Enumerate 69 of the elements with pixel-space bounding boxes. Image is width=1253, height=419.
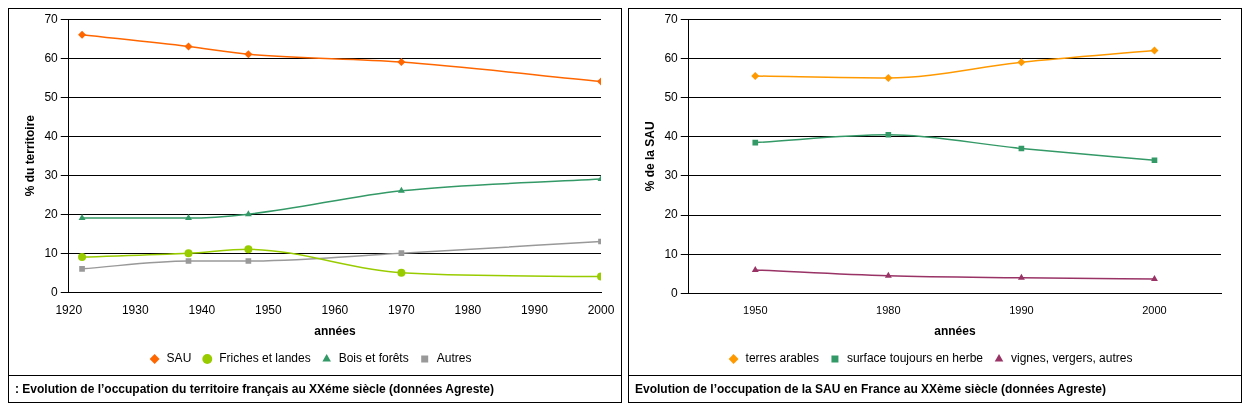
point bbox=[1150, 46, 1159, 55]
point bbox=[244, 245, 253, 254]
y-tick-label: 20 bbox=[664, 207, 679, 222]
y-tick-label: 50 bbox=[664, 89, 679, 104]
point bbox=[78, 253, 87, 262]
y-tick-label: 30 bbox=[44, 167, 59, 182]
y-tick-label: 20 bbox=[44, 206, 59, 221]
point bbox=[397, 186, 405, 193]
y-tick-label: 40 bbox=[664, 129, 679, 144]
point bbox=[1151, 157, 1158, 164]
point bbox=[185, 214, 192, 221]
legend-label: Friches et landes bbox=[219, 351, 311, 366]
x-tick-label: 1950 bbox=[743, 304, 768, 317]
point bbox=[184, 249, 193, 258]
point bbox=[884, 73, 893, 82]
point bbox=[751, 265, 759, 272]
y-tick-label: 60 bbox=[44, 50, 59, 65]
y-tick-label: 0 bbox=[51, 284, 59, 299]
legend-label: vignes, vergers, autres bbox=[1011, 351, 1133, 366]
x-tick-label: 1980 bbox=[454, 302, 482, 317]
point bbox=[1017, 58, 1026, 67]
point bbox=[78, 30, 87, 39]
point bbox=[245, 258, 252, 264]
point bbox=[78, 214, 86, 221]
y-tick-label: 30 bbox=[664, 168, 679, 183]
x-tick-label: 1990 bbox=[521, 302, 549, 317]
x-tick-label: 1970 bbox=[388, 302, 416, 317]
point bbox=[185, 258, 192, 264]
legend-label: terres arables bbox=[745, 351, 819, 366]
point bbox=[884, 271, 892, 278]
legend-label: Autres bbox=[436, 351, 472, 366]
y-tick-label: 10 bbox=[44, 245, 59, 260]
x-tick-label: 1930 bbox=[121, 302, 149, 317]
y-tick-label: 50 bbox=[44, 89, 59, 104]
y-axis-title: % du territoire bbox=[22, 114, 37, 197]
x-tick-label: 1960 bbox=[321, 302, 349, 317]
point bbox=[397, 268, 406, 277]
x-axis-title: années bbox=[314, 324, 356, 339]
point bbox=[1151, 274, 1158, 281]
point bbox=[184, 42, 193, 51]
y-tick-label: 60 bbox=[664, 50, 679, 65]
point bbox=[244, 210, 252, 217]
x-tick-label: 2000 bbox=[1142, 304, 1167, 317]
point bbox=[244, 50, 253, 59]
x-tick-label: 1920 bbox=[55, 302, 83, 317]
point bbox=[1017, 273, 1025, 280]
y-tick-label: 70 bbox=[664, 11, 679, 26]
point bbox=[885, 131, 892, 138]
y-tick-label: 10 bbox=[664, 246, 679, 261]
text: : Evolution de l’occupation du territoire français au XXéme siècle (données Agreste) bbox=[9, 375, 621, 402]
point bbox=[79, 265, 85, 272]
point bbox=[397, 58, 406, 67]
x-tick-label: 1950 bbox=[254, 302, 283, 317]
legend-label: SAU bbox=[166, 351, 192, 366]
point bbox=[751, 72, 760, 80]
text: Evolution de l’occupation de la SAU en France au XXème siècle (données Agreste) bbox=[629, 375, 1241, 402]
y-tick-label: 40 bbox=[44, 128, 59, 143]
x-tick-label: 1990 bbox=[1009, 304, 1034, 317]
legend-label: Bois et forêts bbox=[338, 351, 409, 366]
point bbox=[398, 250, 405, 257]
x-tick-label: 1940 bbox=[188, 302, 216, 317]
legend-label: surface toujours en herbe bbox=[846, 351, 984, 366]
x-tick-label: 2000 bbox=[587, 302, 615, 317]
y-tick-label: 70 bbox=[44, 11, 59, 26]
x-axis-title: années bbox=[934, 324, 976, 339]
x-tick-label: 1980 bbox=[876, 304, 901, 317]
y-tick-label: 0 bbox=[671, 285, 679, 300]
y-axis-title: % de la SAU bbox=[642, 121, 657, 192]
point bbox=[752, 139, 759, 146]
